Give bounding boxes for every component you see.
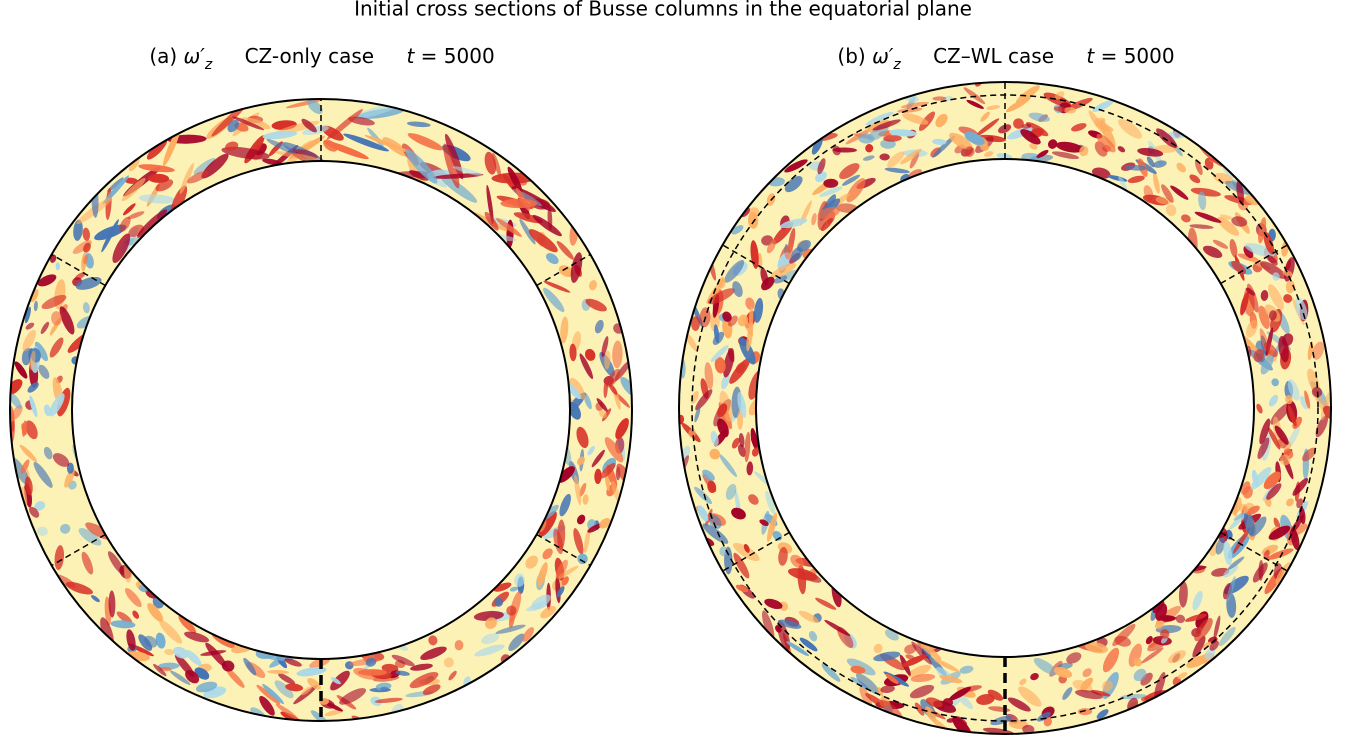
variable-sub: z [892, 57, 901, 73]
panel-title: (a) ω′z CZ-only case t = 5000 [149, 44, 494, 74]
variable: ω′ [184, 44, 206, 68]
time-value: = 5000 [421, 44, 495, 68]
time-value: = 5000 [1101, 44, 1175, 68]
time-symbol: t [1086, 44, 1095, 68]
panel-label: (a) [149, 44, 177, 68]
case-name: CZ-only case [245, 44, 375, 68]
inner-boundary [72, 161, 570, 659]
panel-label: (b) [837, 44, 865, 68]
panel-title: (b) ω′z CZ–WL case t = 5000 [837, 44, 1174, 74]
vortex-blob [500, 199, 537, 208]
vortex-blob [358, 669, 387, 676]
inner-boundary [756, 159, 1254, 657]
figure-title: Initial cross sections of Busse columns … [354, 0, 972, 21]
variable: ω′ [872, 44, 894, 68]
time-symbol: t [406, 44, 415, 68]
case-name: CZ–WL case [933, 44, 1054, 68]
variable-sub: z [204, 57, 213, 73]
vortex-blob [56, 262, 60, 270]
figure: Initial cross sections of Busse columns … [0, 0, 1353, 740]
